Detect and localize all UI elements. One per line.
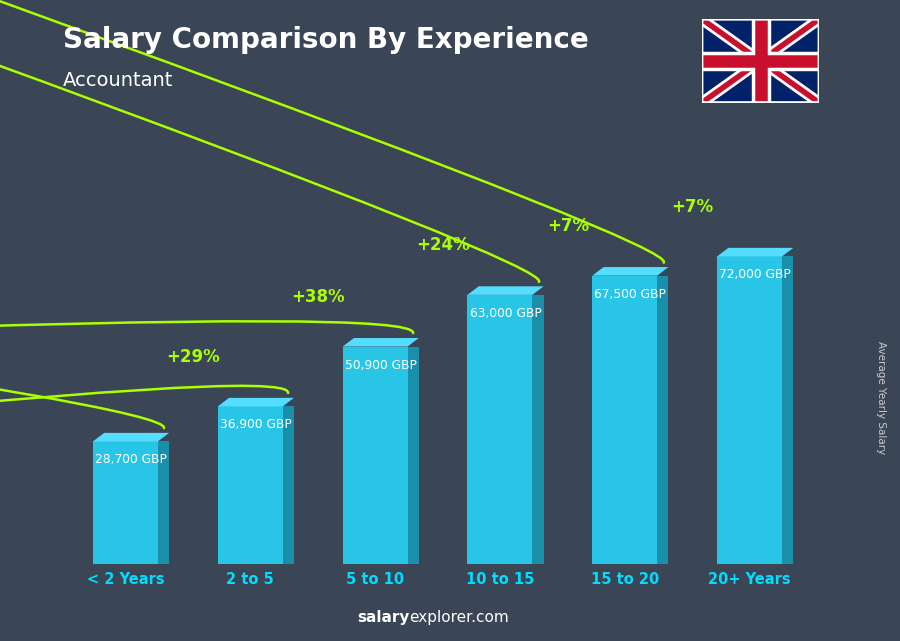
- Text: Average Yearly Salary: Average Yearly Salary: [877, 341, 886, 454]
- Polygon shape: [592, 267, 669, 276]
- Text: +7%: +7%: [547, 217, 589, 235]
- Text: +38%: +38%: [292, 288, 345, 306]
- Polygon shape: [283, 406, 294, 564]
- Text: 50,900 GBP: 50,900 GBP: [345, 358, 417, 372]
- Polygon shape: [218, 406, 283, 564]
- Polygon shape: [343, 347, 408, 564]
- Polygon shape: [592, 276, 657, 564]
- Text: +24%: +24%: [417, 237, 470, 254]
- Text: 67,500 GBP: 67,500 GBP: [595, 288, 666, 301]
- Text: +29%: +29%: [166, 348, 220, 366]
- Polygon shape: [93, 433, 169, 442]
- Polygon shape: [93, 442, 158, 564]
- Text: salary: salary: [357, 610, 410, 625]
- Polygon shape: [158, 442, 169, 564]
- Polygon shape: [408, 347, 418, 564]
- Text: explorer.com: explorer.com: [410, 610, 509, 625]
- Polygon shape: [717, 256, 782, 564]
- Polygon shape: [467, 287, 544, 295]
- Text: 28,700 GBP: 28,700 GBP: [95, 453, 167, 467]
- Text: 72,000 GBP: 72,000 GBP: [719, 269, 791, 281]
- Polygon shape: [657, 276, 669, 564]
- Text: Salary Comparison By Experience: Salary Comparison By Experience: [63, 26, 589, 54]
- Polygon shape: [717, 248, 793, 256]
- Polygon shape: [218, 398, 294, 406]
- Polygon shape: [782, 256, 793, 564]
- Polygon shape: [467, 295, 533, 564]
- Polygon shape: [533, 295, 544, 564]
- Polygon shape: [343, 338, 418, 347]
- Text: Accountant: Accountant: [63, 71, 174, 90]
- Text: 36,900 GBP: 36,900 GBP: [220, 419, 292, 431]
- Text: 63,000 GBP: 63,000 GBP: [470, 307, 542, 320]
- Text: +7%: +7%: [671, 198, 714, 216]
- Polygon shape: [702, 19, 819, 103]
